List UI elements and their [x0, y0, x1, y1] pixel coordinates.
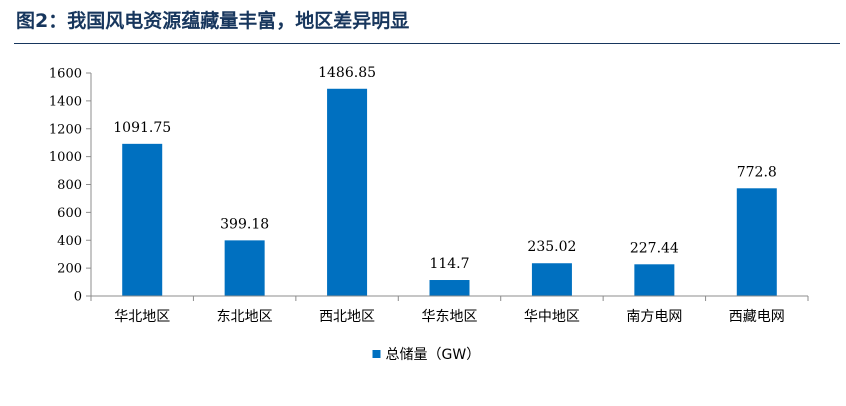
data-label: 1091.75 [113, 120, 171, 136]
y-tick-label: 1200 [49, 122, 82, 137]
bar-3 [327, 88, 368, 296]
data-label: 399.18 [220, 216, 269, 232]
legend: 总储量（GW） [372, 347, 481, 363]
bar-4 [429, 280, 470, 296]
bar-5 [531, 263, 572, 296]
y-tick-label: 1400 [49, 94, 82, 109]
y-axis: 0 200 400 600 800 1000 1200 1400 1600 [49, 67, 92, 305]
y-tick-label: 400 [57, 234, 82, 249]
y-tick-label: 1000 [49, 150, 82, 165]
data-label: 227.44 [630, 240, 679, 256]
y-tick-label: 800 [57, 178, 82, 193]
bar-2 [224, 240, 265, 296]
x-tick-label: 华东地区 [422, 309, 478, 325]
bar-6 [634, 264, 675, 296]
legend-swatch [372, 350, 381, 358]
title-divider [14, 43, 840, 44]
bar-7 [736, 188, 777, 296]
bars [122, 88, 777, 296]
data-label: 1486.85 [318, 65, 376, 81]
x-tick-label: 西藏电网 [729, 309, 785, 325]
x-tick-label: 华中地区 [524, 309, 580, 325]
y-tick-label: 0 [74, 290, 82, 305]
x-tick-label: 南方电网 [626, 309, 682, 325]
bar-1 [122, 143, 163, 296]
y-tick-label: 200 [57, 262, 82, 277]
y-tick-label: 1600 [49, 67, 82, 82]
data-label: 772.8 [737, 164, 777, 180]
data-labels: 1091.75 399.18 1486.85 114.7 235.02 227.44 772… [113, 65, 777, 272]
data-label: 235.02 [527, 239, 576, 255]
legend-label: 总储量（GW） [386, 347, 481, 363]
y-tick-label: 600 [57, 206, 82, 221]
x-tick-label: 西北地区 [319, 309, 375, 325]
x-tick-label: 东北地区 [217, 309, 273, 325]
figure-title: 图2：我国风电资源蕴藏量丰富，地区差异明显 [16, 10, 410, 32]
x-axis: 华北地区 东北地区 西北地区 华东地区 华中地区 南方电网 西藏电网 [90, 295, 809, 325]
x-tick-label: 华北地区 [114, 309, 170, 325]
data-label: 114.7 [429, 256, 469, 272]
